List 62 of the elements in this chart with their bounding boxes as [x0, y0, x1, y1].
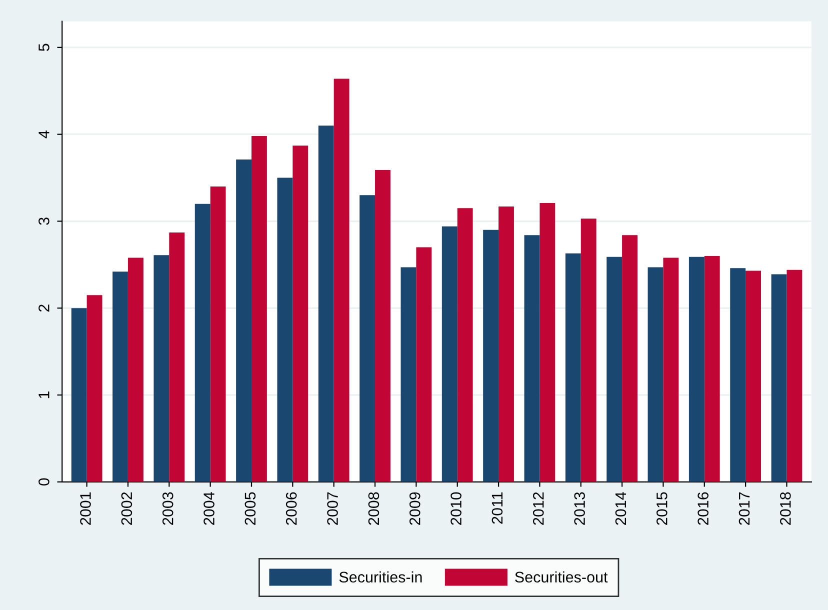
x-tick-label: 2002 [121, 492, 132, 525]
bar [360, 195, 376, 482]
x-tick-label: 2014 [615, 492, 626, 525]
bar [210, 186, 226, 482]
bar [622, 235, 638, 482]
bar [86, 295, 102, 482]
bar [524, 235, 540, 482]
bar [746, 270, 762, 482]
bar [704, 256, 720, 482]
bar [498, 206, 514, 482]
y-tick-label: 4 [38, 130, 50, 138]
bar [251, 136, 267, 482]
x-tick-label: 2009 [409, 492, 420, 525]
x-tick-label: 2016 [698, 492, 708, 525]
x-tick-label: 2018 [780, 492, 791, 525]
y-tick-label: 0 [38, 478, 50, 486]
bar [236, 160, 252, 482]
bar [688, 256, 704, 482]
bar [483, 230, 499, 482]
bar [663, 258, 679, 482]
bar [416, 247, 432, 482]
x-tick-label: 2010 [450, 492, 462, 525]
bar [194, 204, 210, 482]
bar [730, 268, 746, 482]
x-tick-label: 2007 [327, 492, 338, 525]
bar [292, 146, 308, 482]
bar [540, 202, 556, 482]
bar [375, 170, 390, 482]
y-tick-label: 5 [38, 44, 50, 52]
legend-label: Securities-out [515, 571, 608, 583]
x-tick-label: 2006 [286, 492, 297, 525]
bar [771, 274, 787, 482]
bar [169, 232, 185, 482]
legend-label: Securities-in [339, 571, 422, 583]
bar [648, 267, 664, 482]
x-tick-label: 2011 [492, 492, 503, 524]
x-tick-label: 2004 [204, 492, 214, 525]
x-tick-label: 2015 [656, 492, 668, 525]
bar [112, 272, 128, 482]
y-tick-label: 3 [38, 218, 50, 225]
x-tick-label: 2013 [574, 492, 585, 525]
x-tick-label: 2001 [80, 492, 91, 525]
x-tick-label: 2017 [738, 492, 750, 525]
bar [277, 178, 293, 482]
bar [71, 308, 87, 482]
x-tick-label: 2012 [532, 492, 544, 525]
bar [457, 208, 473, 482]
x-tick-label: 2008 [368, 492, 380, 525]
bar [580, 218, 596, 482]
bar [128, 258, 144, 482]
y-tick-label: 2 [38, 304, 50, 312]
bar [606, 256, 622, 482]
bar [442, 226, 458, 482]
bar [565, 253, 581, 482]
x-tick-label: 2005 [244, 492, 256, 525]
bar [334, 78, 350, 482]
bar [154, 255, 170, 482]
x-tick-label: 2003 [162, 492, 174, 525]
y-tick-label: 1 [38, 392, 50, 398]
bar [318, 126, 334, 482]
bar [400, 267, 416, 482]
bar [786, 270, 802, 482]
